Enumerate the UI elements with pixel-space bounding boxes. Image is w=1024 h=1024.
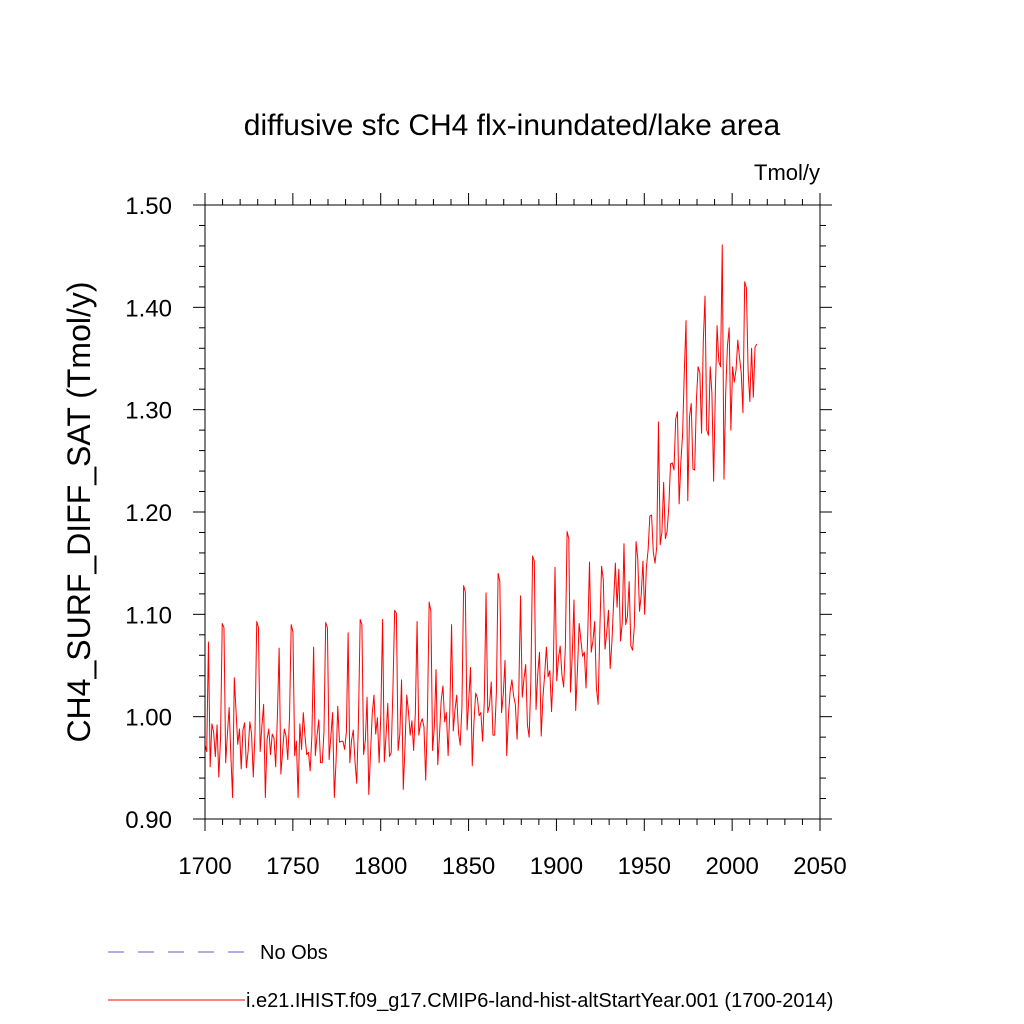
legend-label-model: i.e21.IHIST.f09_g17.CMIP6-land-hist-altS… — [246, 990, 833, 1012]
y-tick-label: 1.10 — [125, 602, 172, 629]
y-tick-label: 1.00 — [125, 705, 172, 732]
units-label: Tmol/y — [754, 160, 820, 185]
y-tick-label: 1.20 — [125, 500, 172, 527]
y-tick-label: 1.40 — [125, 295, 172, 322]
y-tick-label: 0.90 — [125, 807, 172, 834]
x-tick-label: 1750 — [266, 853, 319, 880]
x-tick-label: 2050 — [793, 853, 846, 880]
x-tick-label: 2000 — [705, 853, 758, 880]
chart-title: diffusive sfc CH4 flx-inundated/lake are… — [244, 109, 781, 142]
axis-ticks — [193, 193, 832, 831]
x-tick-label: 1950 — [618, 853, 671, 880]
x-tick-label: 1700 — [178, 853, 231, 880]
x-tick-label: 1900 — [530, 853, 583, 880]
x-tick-label: 1800 — [354, 853, 407, 880]
y-axis-label: CH4_SURF_DIFF_SAT (Tmol/y) — [61, 281, 97, 742]
legend-label-no-obs: No Obs — [260, 942, 328, 964]
x-tick-label: 1850 — [442, 853, 495, 880]
legend: No Obs i.e21.IHIST.f09_g17.CMIP6-land-hi… — [108, 942, 833, 1012]
axis-tick-labels: 1700 1750 1800 1850 1900 1950 2000 2050 0.90 1.00… — [125, 193, 846, 880]
series-line-model — [204, 244, 758, 799]
y-tick-label: 1.30 — [125, 398, 172, 425]
y-tick-label: 1.50 — [125, 193, 172, 220]
plot-frame — [204, 204, 821, 820]
